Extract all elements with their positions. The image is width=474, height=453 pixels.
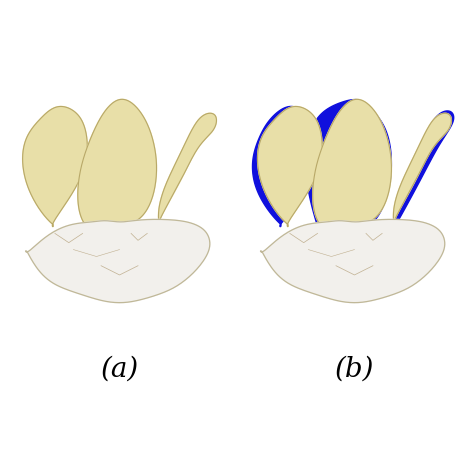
- Polygon shape: [23, 106, 87, 226]
- Text: (a): (a): [100, 356, 139, 383]
- Polygon shape: [158, 113, 217, 226]
- Polygon shape: [393, 113, 451, 226]
- Polygon shape: [26, 219, 210, 303]
- Text: (b): (b): [335, 356, 374, 383]
- Polygon shape: [306, 100, 392, 228]
- Polygon shape: [261, 219, 445, 303]
- Polygon shape: [313, 99, 392, 226]
- Polygon shape: [78, 99, 156, 226]
- Polygon shape: [253, 106, 318, 226]
- Polygon shape: [395, 111, 454, 226]
- Polygon shape: [257, 106, 322, 226]
